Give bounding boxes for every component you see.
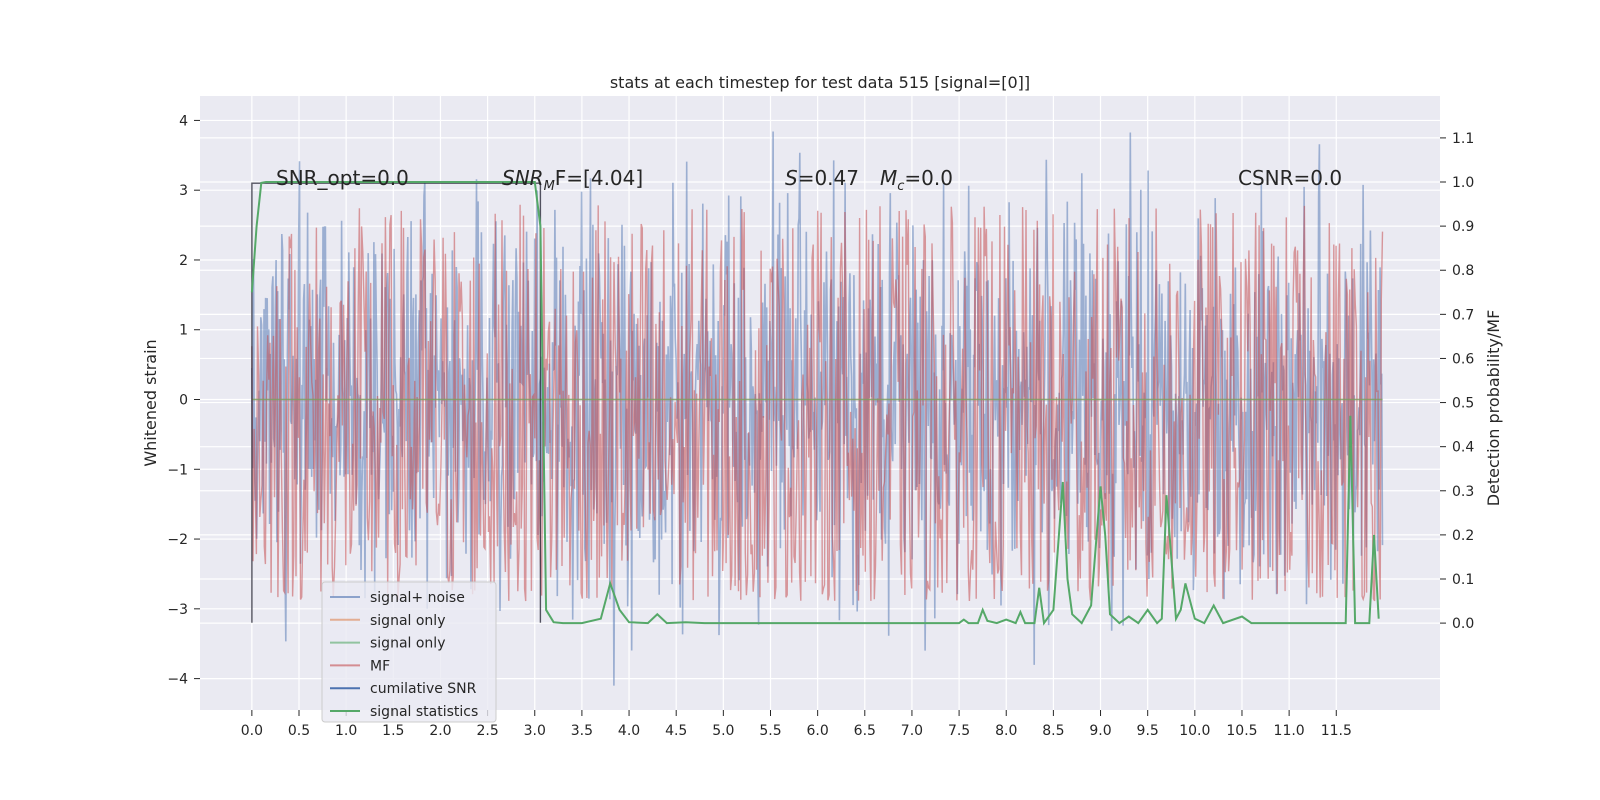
x-tick-label: 11.5 <box>1321 723 1352 739</box>
annotation-snr-mf-sub: M <box>544 179 555 194</box>
cumulative-snr-series <box>251 182 542 623</box>
annotation-snr-mf-main: SNR <box>502 166 544 190</box>
annotation-mc-rest: =0.0 <box>904 166 953 190</box>
y2-tick-label: 0.0 <box>1452 616 1474 632</box>
legend-label: signal only <box>370 613 445 629</box>
y2-tick-label: 0.9 <box>1452 219 1474 235</box>
legend-label: signal statistics <box>370 704 478 720</box>
x-tick-label: 9.5 <box>1137 723 1159 739</box>
x-tick-label: 0.0 <box>241 723 263 739</box>
y-tick-label: −3 <box>167 602 188 618</box>
x-tick-label: 8.0 <box>995 723 1017 739</box>
cumulative-snr-line <box>251 182 542 623</box>
mf-series <box>251 204 1384 602</box>
annotation-snr-opt: SNR_opt=0.0 <box>276 166 409 190</box>
y-tick-label: 3 <box>179 183 188 199</box>
x-tick-label: 2.5 <box>476 723 498 739</box>
annotations: SNR_opt=0.0 SNRMF=[4.04] S=0.47 Mc=0.0 C… <box>276 166 1342 194</box>
annotation-snr-mf-rest: F=[4.04] <box>555 166 643 190</box>
legend-label: MF <box>370 658 390 674</box>
y2-axis-ticks: 1.1 1.0 0.9 0.8 0.7 0.6 0.5 0.4 0.3 0.2 0.1 0.0 <box>1440 131 1474 632</box>
x-tick-label: 0.5 <box>288 723 310 739</box>
x-tick-label: 8.5 <box>1042 723 1064 739</box>
y-tick-label: −2 <box>167 532 188 548</box>
y2-tick-label: 0.4 <box>1452 440 1474 456</box>
annotation-s-main: S <box>785 166 798 190</box>
y-tick-label: 1 <box>179 323 188 339</box>
x-tick-label: 7.0 <box>901 723 923 739</box>
y-tick-label: 0 <box>179 393 188 409</box>
signal-noise-series <box>251 131 1384 686</box>
y2-axis-label: Detection probability/MF <box>1484 310 1503 507</box>
legend-label: signal only <box>370 636 445 652</box>
mf-line <box>251 204 1384 602</box>
x-tick-label: 3.5 <box>571 723 593 739</box>
y2-tick-label: 0.1 <box>1452 572 1474 588</box>
x-axis-ticks: 0.0 0.5 1.0 1.5 2.0 2.5 3.0 3.5 4.0 4.5 5.0 5.5 6.0 6… <box>241 710 1352 739</box>
x-tick-label: 4.0 <box>618 723 640 739</box>
x-tick-label: 10.5 <box>1226 723 1257 739</box>
y2-tick-label: 0.3 <box>1452 484 1474 500</box>
y-tick-label: 2 <box>179 253 188 269</box>
signal-statistics-series <box>250 181 1380 626</box>
legend-label: cumilative SNR <box>370 681 477 697</box>
x-tick-label: 5.5 <box>759 723 781 739</box>
signal-noise-line <box>251 131 1384 686</box>
x-tick-label: 6.0 <box>807 723 829 739</box>
annotation-s: S=0.47 <box>785 166 859 190</box>
x-tick-label: 1.5 <box>382 723 404 739</box>
x-tick-label: 6.5 <box>854 723 876 739</box>
y2-tick-label: 0.5 <box>1452 396 1474 412</box>
annotation-snr-mf: SNRMF=[4.04] <box>502 166 643 194</box>
legend-label: signal+ noise <box>370 590 465 606</box>
y-axis-label: Whitened strain <box>141 339 160 466</box>
signal-statistics-line <box>250 181 1380 626</box>
annotation-csnr: CSNR=0.0 <box>1238 166 1342 190</box>
x-tick-label: 2.0 <box>429 723 451 739</box>
y2-tick-label: 0.6 <box>1452 351 1474 367</box>
chart-title: stats at each timestep for test data 515… <box>610 73 1030 92</box>
y2-tick-label: 1.1 <box>1452 131 1474 147</box>
x-tick-label: 7.5 <box>948 723 970 739</box>
y2-tick-label: 1.0 <box>1452 175 1474 191</box>
annotation-s-rest: =0.47 <box>798 166 859 190</box>
x-tick-label: 5.0 <box>712 723 734 739</box>
annotation-mc-main: M <box>880 166 897 190</box>
x-tick-label: 3.0 <box>524 723 546 739</box>
annotation-mc-sub: c <box>897 179 904 194</box>
x-tick-label: 9.0 <box>1089 723 1111 739</box>
y-tick-label: −4 <box>167 672 188 688</box>
x-tick-label: 11.0 <box>1274 723 1305 739</box>
y2-tick-label: 0.2 <box>1452 528 1474 544</box>
x-tick-label: 1.0 <box>335 723 357 739</box>
y2-tick-label: 0.8 <box>1452 263 1474 279</box>
x-tick-label: 10.0 <box>1179 723 1210 739</box>
y-tick-label: 4 <box>179 113 188 129</box>
x-tick-label: 4.5 <box>665 723 687 739</box>
y2-tick-label: 0.7 <box>1452 307 1474 323</box>
y-tick-label: −1 <box>167 462 188 478</box>
legend-box <box>321 581 497 723</box>
legend: signal+ noise signal only signal only MF cum… <box>321 581 497 723</box>
annotation-mc: Mc=0.0 <box>880 166 953 194</box>
y-axis-ticks: 4 3 2 1 0 −1 −2 −3 −4 <box>167 113 200 688</box>
